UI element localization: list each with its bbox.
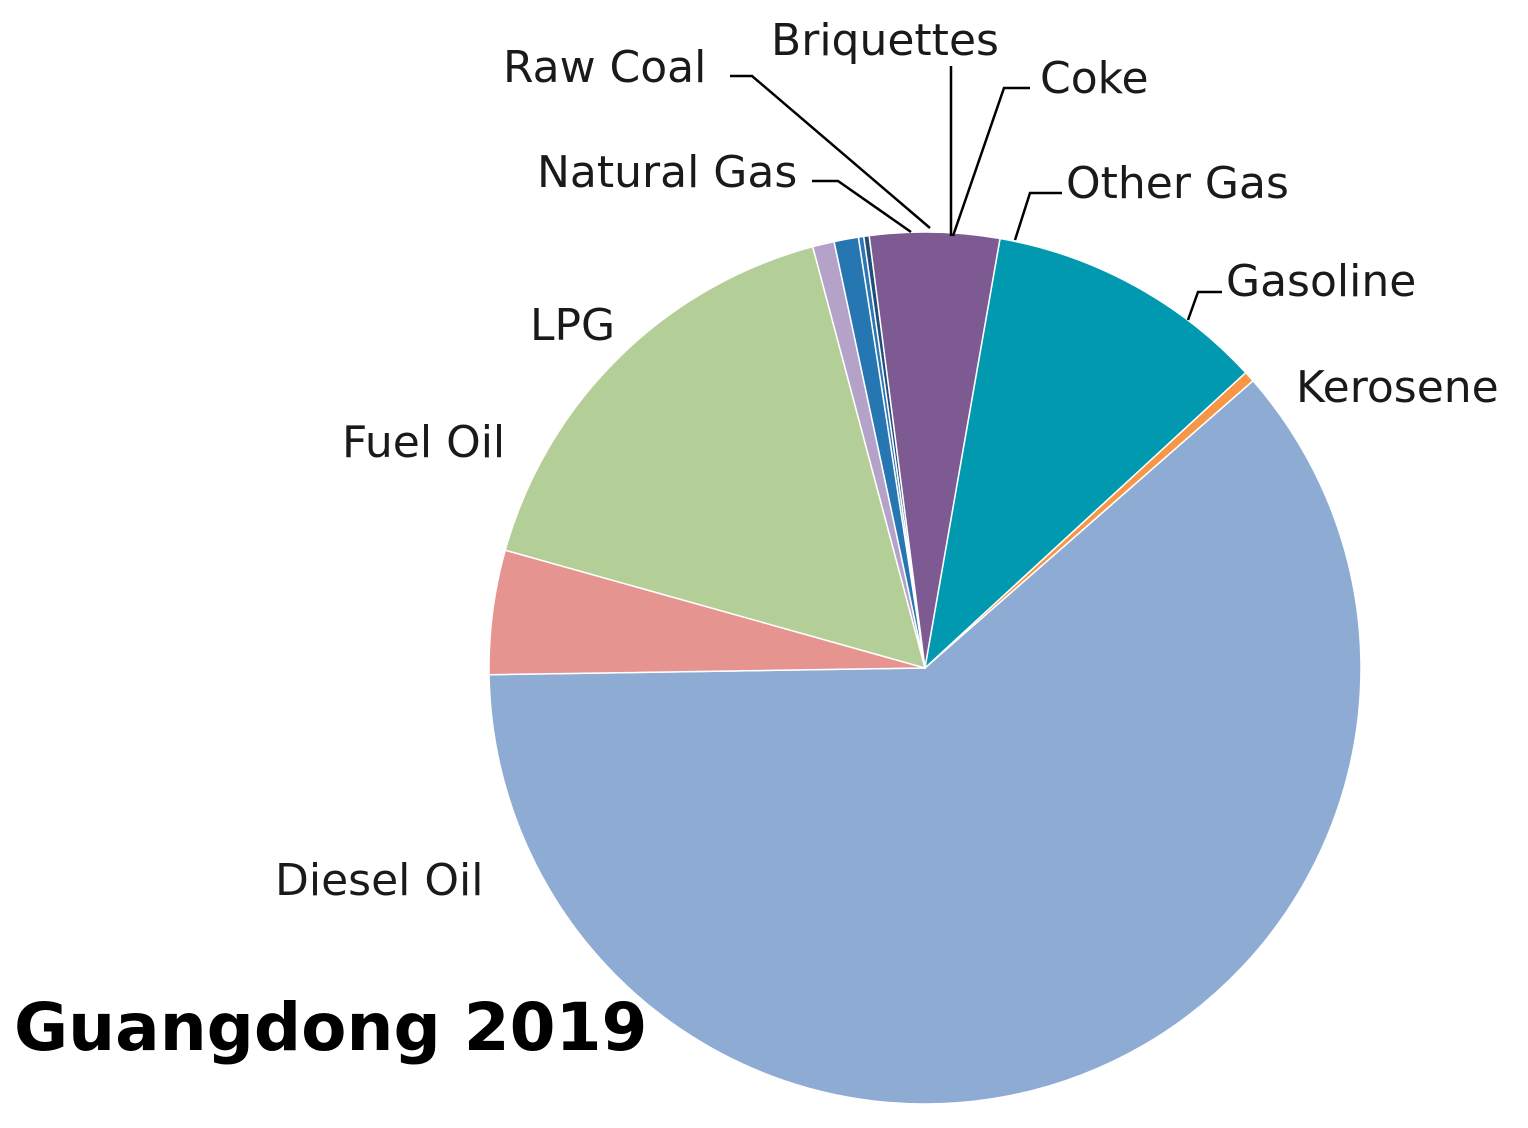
pie-slice-diesel-oil [488,379,1362,1105]
leader-line-coke [951,86,1030,237]
leader-line-raw-coal [730,74,931,229]
leader-line-natural-gas [812,179,912,234]
pie-slices [488,231,1362,1105]
leader-lines [730,66,1222,321]
pie-slice-lpg [504,245,927,670]
pie-slice-raw-coal [833,236,926,669]
slice-label-natural-gas: Natural Gas [537,147,797,198]
slice-labels: Briquettes Coke Other Gas Gasoline Kerosene D… [275,15,1499,906]
slice-label-kerosene: Kerosene [1296,362,1499,413]
slice-label-raw-coal: Raw Coal [503,42,706,93]
slice-label-briquettes: Briquettes [771,15,999,66]
slice-label-other-gas: Other Gas [1066,158,1289,209]
slice-label-lpg: LPG [530,300,615,351]
leader-line-other-gas [1013,191,1062,241]
chart-title: Guangdong 2019 [14,989,647,1066]
slice-label-fuel-oil: Fuel Oil [342,417,505,468]
slice-label-gasoline: Gasoline [1226,256,1416,307]
slice-label-diesel-oil: Diesel Oil [275,855,483,906]
pie-slice-gasoline [923,237,1247,671]
slice-label-coke: Coke [1040,53,1149,104]
leader-line-gasoline [1186,290,1222,321]
